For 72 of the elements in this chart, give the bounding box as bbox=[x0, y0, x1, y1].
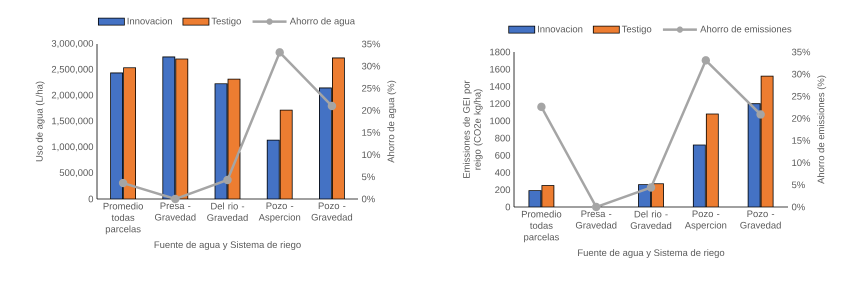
y-axis-title: Uso de agua (L/ha) bbox=[36, 82, 45, 162]
y2-tick-label: 20% bbox=[792, 115, 810, 122]
y-tick-label: 400 bbox=[494, 169, 510, 176]
point bbox=[223, 176, 232, 184]
y2-tick-label: 25% bbox=[362, 84, 380, 92]
y2-tick-label: 15% bbox=[792, 137, 810, 144]
point bbox=[646, 183, 656, 192]
x-tick-label: Pozo - Aspercion bbox=[258, 202, 300, 222]
y-tick-label: 600 bbox=[495, 152, 510, 159]
bar bbox=[280, 110, 292, 199]
point bbox=[537, 102, 546, 112]
y-tick-label: 1400 bbox=[490, 83, 510, 90]
bar bbox=[693, 145, 706, 207]
y2-tick-label: 0% bbox=[792, 204, 805, 210]
bar bbox=[760, 76, 774, 207]
legend-label: Ahorro de agua bbox=[290, 17, 356, 26]
x-axis-title: Fuente de agua y Sistema de riego bbox=[154, 241, 301, 250]
legend-label: Testigo bbox=[212, 17, 241, 26]
y-tick-label: 1600 bbox=[490, 66, 510, 73]
x-tick-label: Promedio todas parcelas bbox=[104, 202, 143, 234]
bar bbox=[267, 140, 280, 199]
x-tick-label: Del rio - Gravedad bbox=[630, 210, 672, 229]
point bbox=[756, 110, 765, 119]
y2-tick-label: 30% bbox=[792, 70, 810, 78]
legend-label: Innovacion bbox=[538, 25, 582, 32]
y2-tick-label: 15% bbox=[362, 129, 380, 136]
x-tick-label: Pozo - Aspercion bbox=[684, 210, 726, 230]
y-tick-label: 3,000,000 bbox=[52, 40, 94, 48]
bar bbox=[332, 58, 345, 199]
y2-axis-title: Ahorro de agua (%) bbox=[387, 80, 396, 163]
y2-tick-label: 0% bbox=[362, 196, 375, 202]
legend-label: Innovacion bbox=[128, 17, 172, 24]
x-tick-label: Promedio todas parcelas bbox=[522, 210, 562, 242]
y-tick-label: 500,000 bbox=[60, 169, 94, 178]
x-tick-label: Pozo - Gravedad bbox=[740, 210, 781, 229]
y-tick-label: 1,500,000 bbox=[52, 118, 94, 126]
y-tick-label: 0 bbox=[506, 204, 510, 210]
y2-tick-label: 5% bbox=[792, 182, 805, 188]
x-tick-label: Pozo - Gravedad bbox=[312, 202, 352, 221]
legend-label: Testigo bbox=[622, 25, 652, 34]
y2-tick-label: 10% bbox=[362, 151, 380, 158]
x-tick-label: Presa - Gravedad bbox=[576, 210, 616, 229]
bar bbox=[110, 72, 123, 199]
point bbox=[275, 48, 284, 57]
point bbox=[118, 178, 128, 188]
y-tick-label: 2,000,000 bbox=[52, 92, 94, 100]
bar bbox=[706, 114, 718, 207]
x-tick-label: Presa - Gravedad bbox=[154, 202, 196, 221]
point bbox=[328, 102, 336, 110]
y-tick-label: 200 bbox=[495, 186, 510, 194]
y-tick-label: 1800 bbox=[490, 48, 510, 56]
bar bbox=[162, 56, 175, 199]
y-tick-label: 800 bbox=[495, 134, 510, 142]
y2-tick-label: 30% bbox=[362, 62, 380, 70]
y2-tick-label: 20% bbox=[362, 107, 380, 114]
y2-tick-label: 35% bbox=[362, 40, 380, 48]
x-axis-title: Fuente de agua y Sistema de riego bbox=[578, 249, 724, 258]
y-tick-label: 0 bbox=[88, 196, 94, 202]
bar bbox=[176, 58, 188, 199]
y-axis-title: Emissiones de GEI por reigo (CO2e kg/ha) bbox=[462, 80, 483, 178]
y2-tick-label: 5% bbox=[362, 174, 375, 180]
y2-tick-label: 10% bbox=[792, 159, 810, 166]
y-tick-label: 1,000,000 bbox=[52, 143, 94, 152]
y2-tick-label: 35% bbox=[792, 48, 810, 56]
y2-axis-title: Ahorro de emissiones (%) bbox=[817, 76, 826, 184]
y-tick-label: 2,500,000 bbox=[52, 66, 94, 74]
point bbox=[702, 56, 710, 65]
y2-tick-label: 25% bbox=[792, 92, 810, 100]
legend-label: Ahorro de emissiones bbox=[700, 25, 792, 32]
y-tick-label: 1200 bbox=[490, 100, 510, 108]
y-tick-label: 1000 bbox=[490, 118, 510, 124]
x-tick-label: Del rio - Gravedad bbox=[207, 202, 248, 221]
